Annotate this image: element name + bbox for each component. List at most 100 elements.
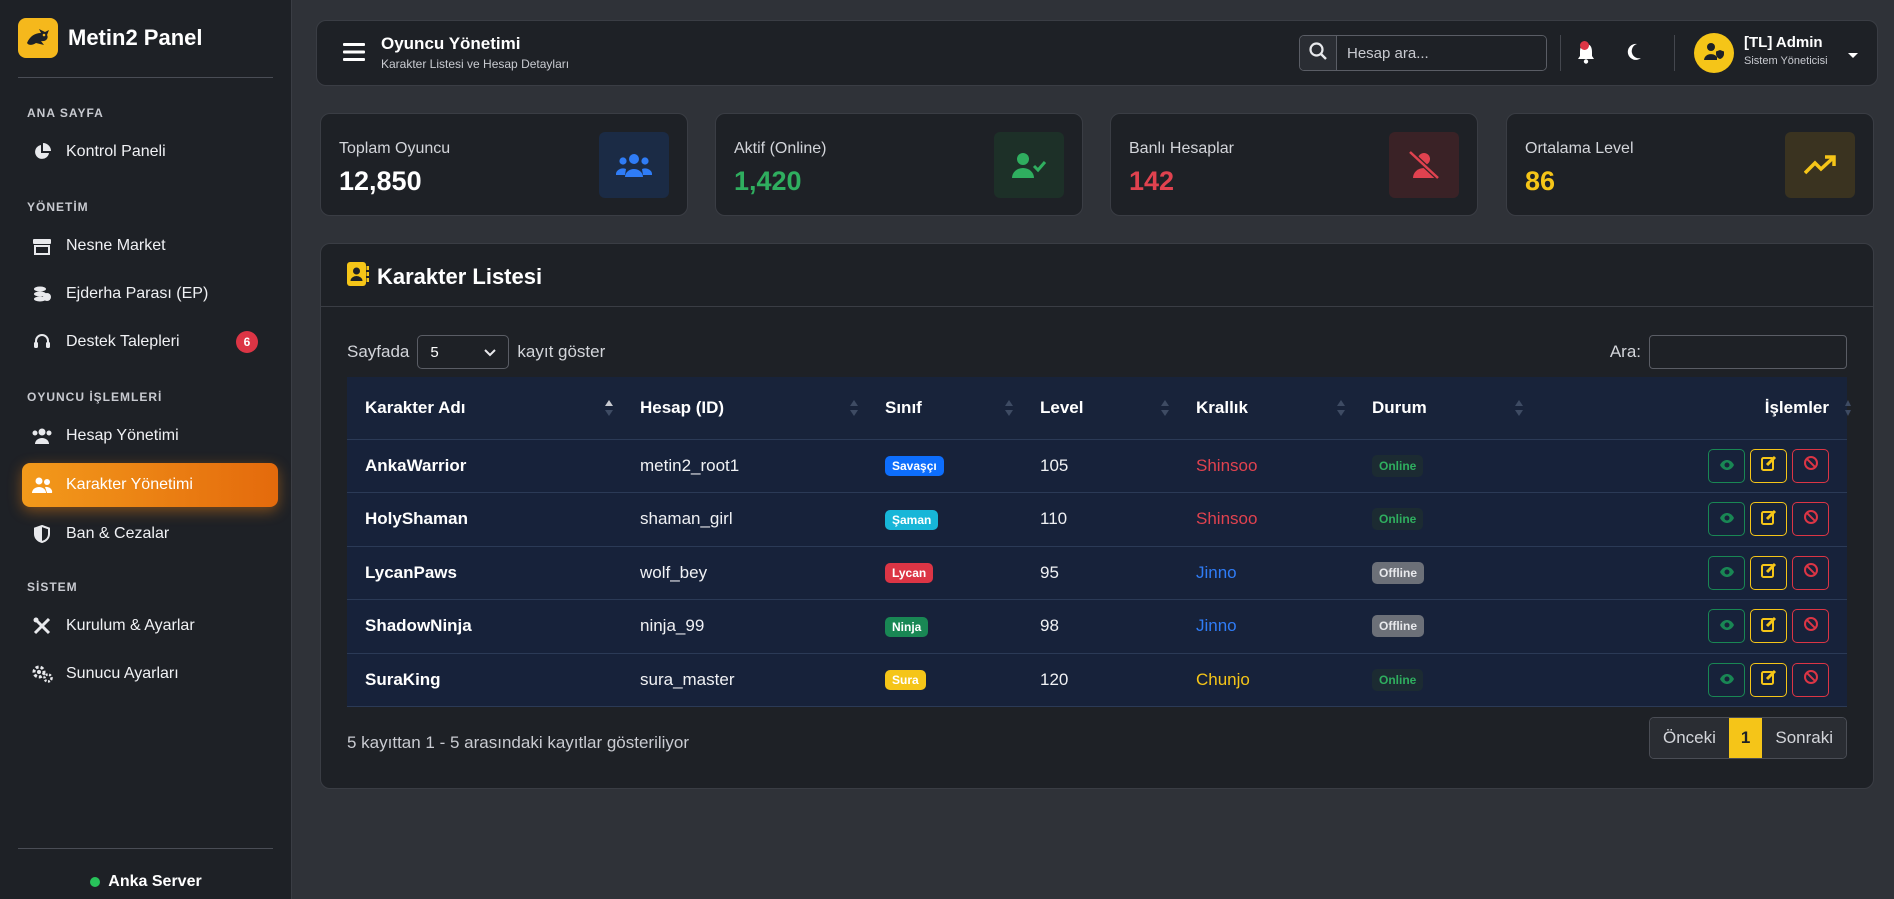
column-header-status[interactable]: Durum xyxy=(1354,377,1532,440)
chevron-down-icon xyxy=(484,344,497,361)
stat-label: Banlı Hesaplar xyxy=(1129,140,1234,157)
section-player-ops: OYUNCU İŞLEMLERİ xyxy=(27,390,163,404)
cell-status: Online xyxy=(1354,653,1532,707)
cell-class: Lycan xyxy=(867,546,1022,600)
pagination: Önceki 1 Sonraki xyxy=(1648,717,1847,759)
ban-button[interactable] xyxy=(1792,662,1829,697)
cell-level: 98 xyxy=(1022,599,1178,654)
dragon-logo-icon xyxy=(18,18,58,58)
length-suffix: kayıt göster xyxy=(517,342,606,361)
cell-level: 105 xyxy=(1022,439,1178,493)
moon-icon[interactable] xyxy=(1626,43,1642,66)
row-actions xyxy=(1550,555,1829,590)
cell-status: Offline xyxy=(1354,599,1532,654)
view-button[interactable] xyxy=(1708,555,1745,590)
stat-label: Ortalama Level xyxy=(1525,140,1634,157)
search-button[interactable] xyxy=(1300,36,1337,70)
table-header-row: Karakter Adı Hesap (ID) Sınıf Level Kral… xyxy=(347,377,1851,440)
column-header-kingdom[interactable]: Krallık xyxy=(1178,377,1354,440)
edit-button[interactable] xyxy=(1750,609,1787,644)
user-name[interactable]: [TL] Admin xyxy=(1744,34,1823,51)
edit-button[interactable] xyxy=(1750,448,1787,483)
sidebar-item-characters[interactable]: Karakter Yönetimi xyxy=(22,463,278,507)
table-info: 5 kayıttan 1 - 5 arasındaki kayıtlar gös… xyxy=(347,733,690,752)
row-actions xyxy=(1550,662,1829,697)
sidebar-item-label: Kurulum & Ayarlar xyxy=(66,617,195,634)
column-header-actions: İşlemler xyxy=(1532,377,1851,440)
sort-icon xyxy=(1160,399,1170,422)
sidebar-item-label: Nesne Market xyxy=(66,237,166,254)
stat-value: 12,850 xyxy=(339,166,422,196)
page-button-current[interactable]: 1 xyxy=(1728,718,1763,758)
next-page-button[interactable]: Sonraki xyxy=(1762,718,1846,758)
column-header-class[interactable]: Sınıf xyxy=(867,377,1022,440)
prev-page-button[interactable]: Önceki xyxy=(1649,718,1729,758)
store-icon xyxy=(30,234,54,258)
avatar[interactable] xyxy=(1694,33,1734,73)
page-length-select[interactable]: 5 xyxy=(417,335,510,369)
stat-value: 86 xyxy=(1525,166,1556,196)
topbar: Oyuncu Yönetimi Karakter Listesi ve Hesa… xyxy=(316,20,1878,86)
sort-asc-icon xyxy=(604,399,614,422)
coins-icon xyxy=(30,282,54,306)
sort-icon xyxy=(1514,399,1524,422)
stat-value: 1,420 xyxy=(734,166,802,196)
eye-icon xyxy=(1719,670,1735,690)
edit-button[interactable] xyxy=(1750,502,1787,537)
hamburger-menu-icon[interactable] xyxy=(343,42,365,67)
brand[interactable]: Metin2 Panel xyxy=(18,18,202,58)
sidebar-item-item-shop[interactable]: Nesne Market xyxy=(22,224,278,268)
sidebar-item-accounts[interactable]: Hesap Yönetimi xyxy=(22,414,278,458)
sidebar-item-dashboard[interactable]: Kontrol Paneli xyxy=(22,130,278,174)
table-filter: Ara: xyxy=(1610,335,1847,369)
sidebar-item-bans[interactable]: Ban & Cezalar xyxy=(22,512,278,556)
edit-button[interactable] xyxy=(1750,555,1787,590)
caret-down-icon[interactable] xyxy=(1847,47,1859,65)
sidebar-item-dragon-coin[interactable]: Ejderha Parası (EP) xyxy=(22,272,278,316)
column-header-level[interactable]: Level xyxy=(1022,377,1178,440)
row-actions xyxy=(1550,448,1829,483)
view-button[interactable] xyxy=(1708,609,1745,644)
ban-icon xyxy=(1803,562,1819,583)
cell-account: ninja_99 xyxy=(622,599,867,654)
sidebar-item-label: Karakter Yönetimi xyxy=(66,476,193,493)
cell-name: AnkaWarrior xyxy=(347,439,622,493)
cell-kingdom: Chunjo xyxy=(1178,653,1354,707)
edit-button[interactable] xyxy=(1750,662,1787,697)
search-box xyxy=(1299,35,1547,71)
sidebar-item-support[interactable]: Destek Talepleri 6 xyxy=(22,320,278,364)
ban-button[interactable] xyxy=(1792,609,1829,644)
stat-value: 142 xyxy=(1129,166,1175,196)
length-prefix: Sayfada xyxy=(347,342,410,361)
user-slash-icon xyxy=(1389,132,1459,198)
ban-button[interactable] xyxy=(1792,502,1829,537)
sort-icon xyxy=(849,399,859,422)
column-header-account[interactable]: Hesap (ID) xyxy=(622,377,867,440)
tools-icon xyxy=(30,614,54,638)
cell-status: Online xyxy=(1354,439,1532,493)
sidebar-item-setup[interactable]: Kurulum & Ayarlar xyxy=(22,604,278,648)
status-badge: Offline xyxy=(1372,561,1424,584)
user-group-icon xyxy=(30,473,54,497)
search-input[interactable] xyxy=(1337,36,1546,70)
view-button[interactable] xyxy=(1708,448,1745,483)
table-search-input[interactable] xyxy=(1649,335,1847,369)
cell-actions xyxy=(1532,599,1847,654)
sidebar-item-label: Sunucu Ayarları xyxy=(66,665,179,682)
ban-button[interactable] xyxy=(1792,555,1829,590)
shield-icon xyxy=(30,522,54,546)
stat-card-total-players: Toplam Oyuncu 12,850 xyxy=(320,113,688,216)
column-header-name[interactable]: Karakter Adı xyxy=(347,377,622,440)
cell-status: Offline xyxy=(1354,546,1532,600)
user-check-icon xyxy=(994,132,1064,198)
sidebar-item-server-settings[interactable]: Sunucu Ayarları xyxy=(22,652,278,696)
status-badge: Online xyxy=(1372,508,1424,531)
class-badge: Sura xyxy=(885,670,926,691)
view-button[interactable] xyxy=(1708,502,1745,537)
ban-button[interactable] xyxy=(1792,448,1829,483)
users-icon xyxy=(599,132,669,198)
brand-name: Metin2 Panel xyxy=(68,25,203,50)
view-button[interactable] xyxy=(1708,662,1745,697)
divider xyxy=(321,306,1873,307)
cell-level: 110 xyxy=(1022,492,1178,547)
